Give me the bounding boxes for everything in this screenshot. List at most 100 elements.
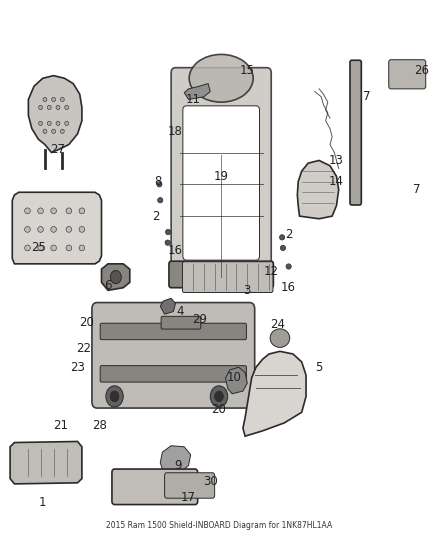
Ellipse shape (286, 264, 291, 269)
Text: 3: 3 (244, 284, 251, 297)
Ellipse shape (158, 198, 163, 203)
Ellipse shape (66, 227, 72, 232)
Text: 18: 18 (168, 125, 183, 138)
FancyBboxPatch shape (161, 317, 201, 329)
Text: 22: 22 (77, 342, 92, 355)
Text: 27: 27 (50, 143, 65, 156)
FancyBboxPatch shape (183, 106, 259, 260)
Ellipse shape (52, 129, 56, 133)
Text: 23: 23 (70, 361, 85, 374)
Text: 28: 28 (92, 419, 107, 432)
FancyBboxPatch shape (165, 473, 215, 498)
Polygon shape (226, 367, 247, 394)
Ellipse shape (65, 121, 69, 125)
Ellipse shape (51, 245, 57, 251)
Ellipse shape (165, 240, 170, 245)
Polygon shape (160, 446, 191, 476)
Ellipse shape (47, 121, 51, 125)
FancyBboxPatch shape (112, 469, 198, 505)
Text: 1: 1 (39, 496, 46, 509)
Ellipse shape (25, 208, 30, 214)
Text: 16: 16 (281, 281, 296, 294)
Text: 6: 6 (104, 279, 112, 292)
Ellipse shape (110, 270, 121, 284)
Ellipse shape (39, 106, 42, 110)
Polygon shape (297, 160, 339, 219)
Ellipse shape (166, 229, 171, 235)
Ellipse shape (110, 391, 119, 402)
Text: 15: 15 (240, 64, 255, 77)
Ellipse shape (65, 106, 69, 110)
Text: 25: 25 (31, 241, 46, 254)
Text: 10: 10 (227, 372, 242, 384)
Ellipse shape (51, 208, 57, 214)
Ellipse shape (38, 245, 43, 251)
FancyBboxPatch shape (350, 60, 361, 205)
Text: 29: 29 (192, 313, 207, 326)
Text: 2: 2 (152, 209, 159, 223)
Text: 20: 20 (79, 316, 94, 329)
Ellipse shape (215, 391, 223, 402)
FancyBboxPatch shape (169, 261, 273, 288)
Ellipse shape (39, 121, 42, 125)
Ellipse shape (79, 245, 85, 251)
Ellipse shape (157, 182, 162, 187)
FancyBboxPatch shape (389, 60, 426, 89)
Ellipse shape (51, 227, 57, 232)
Text: 9: 9 (174, 459, 181, 472)
Ellipse shape (279, 235, 285, 240)
Polygon shape (184, 84, 210, 100)
Text: 5: 5 (315, 361, 323, 374)
Ellipse shape (52, 98, 56, 102)
Text: 14: 14 (329, 175, 344, 188)
Ellipse shape (43, 98, 47, 102)
Text: 16: 16 (168, 244, 183, 257)
Ellipse shape (43, 129, 47, 133)
Text: 19: 19 (214, 170, 229, 183)
Ellipse shape (25, 245, 30, 251)
FancyBboxPatch shape (171, 68, 271, 282)
Ellipse shape (79, 208, 85, 214)
Text: 2: 2 (285, 228, 293, 241)
Ellipse shape (189, 54, 253, 102)
Text: 17: 17 (181, 491, 196, 504)
Text: 7: 7 (363, 90, 371, 103)
Text: 4: 4 (176, 305, 184, 318)
FancyBboxPatch shape (92, 303, 254, 408)
Text: 24: 24 (270, 318, 285, 332)
Text: 26: 26 (414, 64, 429, 77)
Polygon shape (10, 441, 82, 484)
FancyBboxPatch shape (183, 262, 273, 293)
Ellipse shape (280, 245, 286, 251)
Ellipse shape (106, 386, 123, 407)
Text: 21: 21 (53, 419, 67, 432)
Ellipse shape (79, 227, 85, 232)
Polygon shape (102, 264, 130, 290)
Ellipse shape (66, 208, 72, 214)
Ellipse shape (56, 121, 60, 125)
Ellipse shape (47, 106, 51, 110)
Ellipse shape (210, 386, 228, 407)
Ellipse shape (60, 98, 64, 102)
Text: 13: 13 (329, 154, 344, 167)
Text: 12: 12 (264, 265, 279, 278)
Polygon shape (28, 76, 82, 152)
Text: 8: 8 (154, 175, 162, 188)
Ellipse shape (66, 245, 72, 251)
Text: 20: 20 (212, 403, 226, 416)
Ellipse shape (38, 227, 43, 232)
FancyBboxPatch shape (100, 366, 247, 382)
Polygon shape (243, 351, 306, 436)
Polygon shape (12, 192, 102, 264)
Ellipse shape (60, 129, 64, 133)
Ellipse shape (25, 227, 30, 232)
Text: 7: 7 (413, 183, 421, 196)
Text: 11: 11 (185, 93, 201, 106)
Text: 2015 Ram 1500 Shield-INBOARD Diagram for 1NK87HL1AA: 2015 Ram 1500 Shield-INBOARD Diagram for… (106, 521, 332, 530)
Text: 30: 30 (203, 475, 218, 488)
FancyBboxPatch shape (100, 323, 247, 340)
Ellipse shape (38, 208, 43, 214)
Ellipse shape (56, 106, 60, 110)
Ellipse shape (270, 329, 290, 348)
Polygon shape (160, 298, 176, 314)
